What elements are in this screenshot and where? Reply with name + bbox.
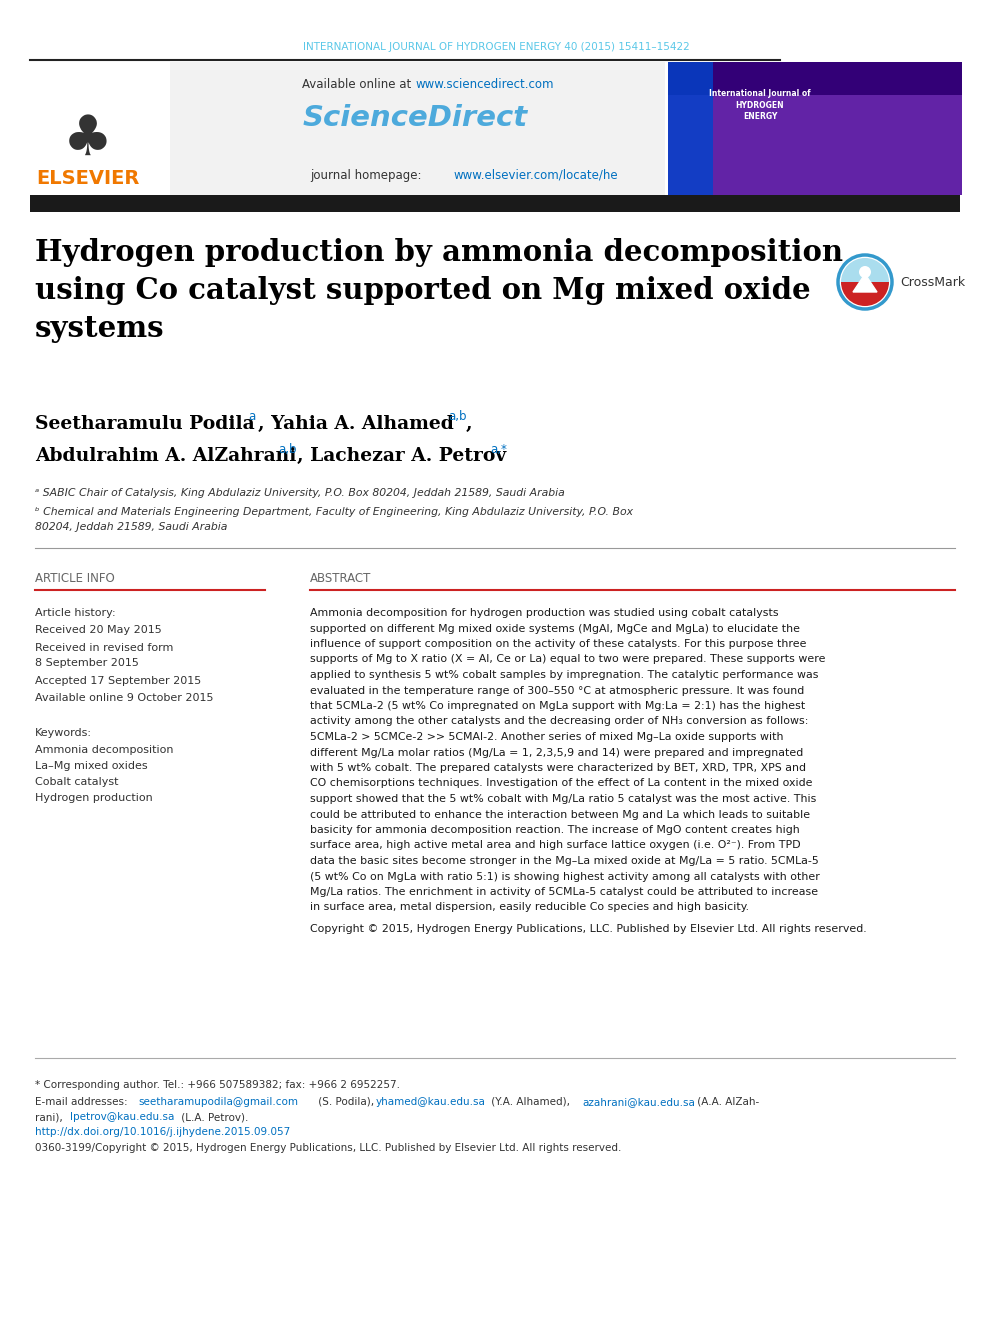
Polygon shape (853, 274, 877, 292)
Text: Hydrogen production: Hydrogen production (35, 792, 153, 803)
Text: www.sciencedirect.com: www.sciencedirect.com (415, 78, 554, 91)
Text: (A.A. AlZah-: (A.A. AlZah- (694, 1097, 759, 1107)
Text: (Y.A. Alhamed),: (Y.A. Alhamed), (488, 1097, 573, 1107)
Text: yhamed@kau.edu.sa: yhamed@kau.edu.sa (376, 1097, 486, 1107)
Text: journal homepage:: journal homepage: (310, 168, 426, 181)
Text: could be attributed to enhance the interaction between Mg and La which leads to : could be attributed to enhance the inter… (310, 810, 810, 819)
Text: CrossMark: CrossMark (900, 275, 965, 288)
Text: E-mail addresses:: E-mail addresses: (35, 1097, 131, 1107)
Text: La–Mg mixed oxides: La–Mg mixed oxides (35, 761, 148, 771)
Text: 0360-3199/Copyright © 2015, Hydrogen Energy Publications, LLC. Published by Else: 0360-3199/Copyright © 2015, Hydrogen Ene… (35, 1143, 621, 1154)
Text: * Corresponding author. Tel.: +966 507589382; fax: +966 2 6952257.: * Corresponding author. Tel.: +966 50758… (35, 1080, 400, 1090)
Text: , Lachezar A. Petrov: , Lachezar A. Petrov (297, 447, 513, 464)
Text: ARTICLE INFO: ARTICLE INFO (35, 572, 115, 585)
Text: that 5CMLa-2 (5 wt% Co impregnated on MgLa support with Mg:La = 2:1) has the hig: that 5CMLa-2 (5 wt% Co impregnated on Mg… (310, 701, 806, 710)
Bar (668, 62, 713, 194)
Text: evaluated in the temperature range of 300–550 °C at atmospheric pressure. It was: evaluated in the temperature range of 30… (310, 685, 805, 696)
Text: CO chemisorptions techniques. Investigation of the effect of La content in the m: CO chemisorptions techniques. Investigat… (310, 778, 812, 789)
Text: , Yahia A. Alhamed: , Yahia A. Alhamed (258, 415, 460, 433)
Text: different Mg/La molar ratios (Mg/La = 1, 2,3,5,9 and 14) were prepared and impre: different Mg/La molar ratios (Mg/La = 1,… (310, 747, 804, 758)
Text: in surface area, metal dispersion, easily reducible Co species and high basicity: in surface area, metal dispersion, easil… (310, 902, 749, 913)
Text: surface area, high active metal area and high surface lattice oxygen (i.e. O²⁻).: surface area, high active metal area and… (310, 840, 801, 851)
Text: Cobalt catalyst: Cobalt catalyst (35, 777, 118, 787)
Text: www.elsevier.com/locate/he: www.elsevier.com/locate/he (453, 168, 618, 181)
Text: influence of support composition on the activity of these catalysts. For this pu: influence of support composition on the … (310, 639, 806, 650)
Text: a: a (248, 410, 255, 423)
Text: ScienceDirect: ScienceDirect (303, 105, 528, 132)
Text: ᵃ SABIC Chair of Catalysis, King Abdulaziz University, P.O. Box 80204, Jeddah 21: ᵃ SABIC Chair of Catalysis, King Abdulaz… (35, 488, 564, 497)
Text: Received 20 May 2015: Received 20 May 2015 (35, 624, 162, 635)
Text: ELSEVIER: ELSEVIER (37, 168, 140, 188)
Text: azahrani@kau.edu.sa: azahrani@kau.edu.sa (582, 1097, 694, 1107)
Text: basicity for ammonia decomposition reaction. The increase of MgO content creates: basicity for ammonia decomposition react… (310, 826, 800, 835)
Wedge shape (841, 258, 889, 282)
Text: lpetrov@kau.edu.sa: lpetrov@kau.edu.sa (70, 1113, 175, 1122)
Bar (668, 62, 962, 194)
Text: (L.A. Petrov).: (L.A. Petrov). (178, 1113, 248, 1122)
Text: ABSTRACT: ABSTRACT (310, 572, 371, 585)
Text: Accepted 17 September 2015: Accepted 17 September 2015 (35, 676, 201, 687)
Text: 8 September 2015: 8 September 2015 (35, 658, 139, 668)
Text: Available online at: Available online at (302, 78, 415, 91)
Text: ᵇ Chemical and Materials Engineering Department, Faculty of Engineering, King Ab: ᵇ Chemical and Materials Engineering Dep… (35, 507, 633, 517)
Bar (668, 95, 962, 194)
Text: Seetharamulu Podila: Seetharamulu Podila (35, 415, 261, 433)
Text: seetharamupodila@gmail.com: seetharamupodila@gmail.com (138, 1097, 298, 1107)
Text: Available online 9 October 2015: Available online 9 October 2015 (35, 693, 213, 703)
Text: http://dx.doi.org/10.1016/j.ijhydene.2015.09.057: http://dx.doi.org/10.1016/j.ijhydene.201… (35, 1127, 291, 1136)
Text: a,b: a,b (278, 443, 297, 456)
Text: supports of Mg to X ratio (X = Al, Ce or La) equal to two were prepared. These s: supports of Mg to X ratio (X = Al, Ce or… (310, 655, 825, 664)
Text: data the basic sites become stronger in the Mg–La mixed oxide at Mg/La = 5 ratio: data the basic sites become stronger in … (310, 856, 818, 867)
Text: Ammonia decomposition for hydrogen production was studied using cobalt catalysts: Ammonia decomposition for hydrogen produ… (310, 609, 779, 618)
Text: Copyright © 2015, Hydrogen Energy Publications, LLC. Published by Elsevier Ltd. : Copyright © 2015, Hydrogen Energy Public… (310, 923, 867, 934)
Text: 80204, Jeddah 21589, Saudi Arabia: 80204, Jeddah 21589, Saudi Arabia (35, 523, 227, 532)
Text: INTERNATIONAL JOURNAL OF HYDROGEN ENERGY 40 (2015) 15411–15422: INTERNATIONAL JOURNAL OF HYDROGEN ENERGY… (303, 42, 689, 52)
Text: ,: , (466, 415, 472, 433)
Circle shape (859, 266, 871, 278)
Wedge shape (841, 282, 889, 306)
Text: Received in revised form: Received in revised form (35, 643, 174, 654)
Text: (5 wt% Co on MgLa with ratio 5:1) is showing highest activity among all catalyst: (5 wt% Co on MgLa with ratio 5:1) is sho… (310, 872, 819, 881)
Text: 5CMLa-2 > 5CMCe-2 >> 5CMAl-2. Another series of mixed Mg–La oxide supports with: 5CMLa-2 > 5CMCe-2 >> 5CMAl-2. Another se… (310, 732, 784, 742)
Text: a,*: a,* (490, 443, 507, 456)
Bar (30, 194, 960, 212)
Text: activity among the other catalysts and the decreasing order of NH₃ conversion as: activity among the other catalysts and t… (310, 717, 808, 726)
Text: supported on different Mg mixed oxide systems (MgAl, MgCe and MgLa) to elucidate: supported on different Mg mixed oxide sy… (310, 623, 800, 634)
Text: Hydrogen production by ammonia decomposition
using Co catalyst supported on Mg m: Hydrogen production by ammonia decomposi… (35, 238, 843, 344)
Text: Article history:: Article history: (35, 609, 116, 618)
Text: (S. Podila),: (S. Podila), (315, 1097, 377, 1107)
Text: a,b: a,b (448, 410, 466, 423)
Text: support showed that the 5 wt% cobalt with Mg/La ratio 5 catalyst was the most ac: support showed that the 5 wt% cobalt wit… (310, 794, 816, 804)
Text: ♣: ♣ (63, 112, 113, 167)
Text: with 5 wt% cobalt. The prepared catalysts were characterized by BET, XRD, TPR, X: with 5 wt% cobalt. The prepared catalyst… (310, 763, 806, 773)
Text: Mg/La ratios. The enrichment in activity of 5CMLa-5 catalyst could be attributed: Mg/La ratios. The enrichment in activity… (310, 886, 818, 897)
Text: Keywords:: Keywords: (35, 728, 92, 738)
Bar (170, 62, 665, 194)
Text: rani),: rani), (35, 1113, 66, 1122)
Text: International Journal of
HYDROGEN
ENERGY: International Journal of HYDROGEN ENERGY (709, 89, 810, 122)
Text: Ammonia decomposition: Ammonia decomposition (35, 745, 174, 755)
Text: applied to synthesis 5 wt% cobalt samples by impregnation. The catalytic perform: applied to synthesis 5 wt% cobalt sample… (310, 669, 818, 680)
Text: Abdulrahim A. AlZahrani: Abdulrahim A. AlZahrani (35, 447, 303, 464)
